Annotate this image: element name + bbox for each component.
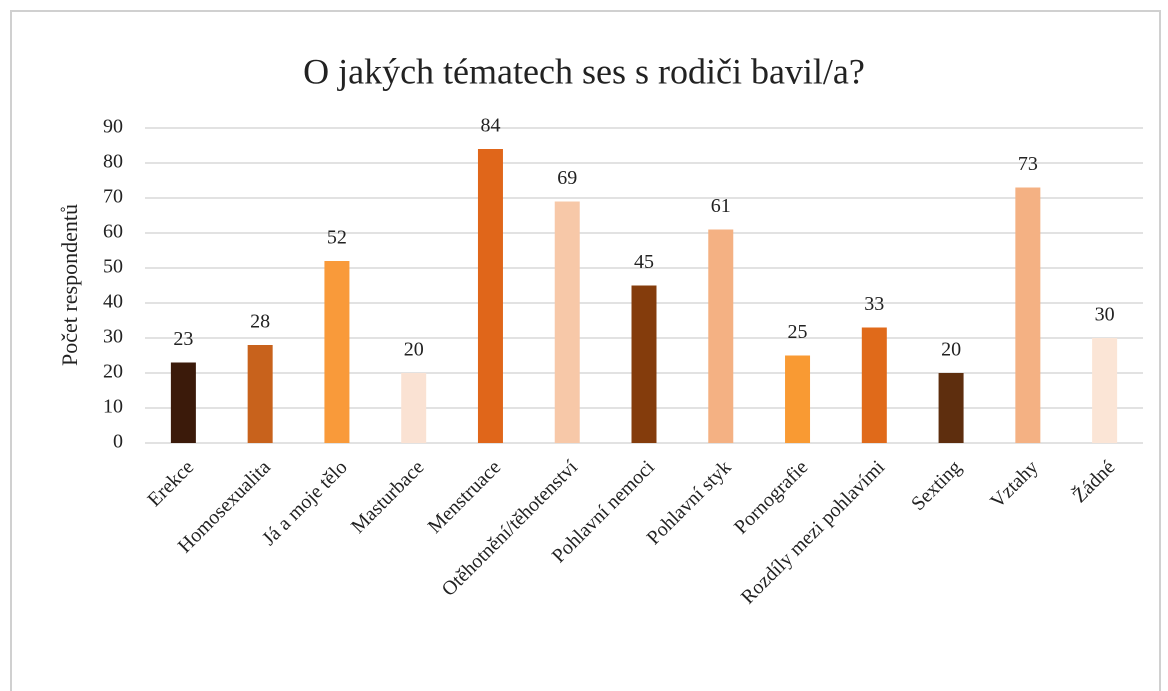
- data-label: 25: [788, 321, 808, 343]
- bar: [631, 285, 657, 443]
- data-label: 61: [711, 195, 731, 217]
- x-tick-label: Sexting: [907, 456, 966, 515]
- data-label: 20: [941, 339, 961, 361]
- bar: [861, 327, 887, 443]
- y-tick-label: 60: [103, 221, 123, 243]
- bar: [247, 345, 273, 443]
- y-tick-label: 80: [103, 151, 123, 173]
- x-tick-label: Rozdíly mezi pohlavími: [737, 456, 890, 609]
- chart-border: [10, 10, 1161, 691]
- bar: [324, 261, 350, 443]
- bar: [1015, 187, 1041, 443]
- bar: [785, 355, 811, 443]
- bar: [477, 149, 503, 443]
- bar: [1092, 338, 1118, 443]
- bar: [401, 373, 427, 443]
- y-tick-label: 10: [103, 396, 123, 418]
- y-tick-label: 50: [103, 256, 123, 278]
- x-tick-label: Otěhotnění/těhotenství: [438, 456, 583, 601]
- data-label: 45: [634, 251, 654, 273]
- y-tick-label: 30: [103, 326, 123, 348]
- data-label: 30: [1095, 304, 1115, 326]
- bar: [554, 201, 580, 443]
- y-tick-label: 70: [103, 186, 123, 208]
- x-tick-label: Erekce: [143, 456, 198, 511]
- data-label: 52: [327, 227, 347, 249]
- data-label: 84: [480, 115, 500, 137]
- y-tick-label: 0: [113, 431, 123, 453]
- data-label: 20: [404, 339, 424, 361]
- y-tick-label: 90: [103, 116, 123, 138]
- data-label: 23: [173, 328, 193, 350]
- x-tick-label: Žádné: [1068, 455, 1120, 507]
- x-tick-label: Menstruace: [424, 456, 506, 538]
- data-label: 28: [250, 311, 270, 333]
- x-tick-label: Pornografie: [730, 456, 812, 538]
- data-label: 33: [864, 293, 884, 315]
- y-tick-label: 20: [103, 361, 123, 383]
- chart-title: O jakých tématech ses s rodiči bavil/a?: [303, 51, 865, 91]
- bar: [170, 362, 196, 443]
- y-axis-label: Počet respondentů: [57, 204, 82, 366]
- x-tick-label: Vztahy: [986, 456, 1042, 512]
- bar: [938, 373, 964, 443]
- bar: [708, 229, 734, 443]
- y-tick-label: 40: [103, 291, 123, 313]
- x-tick-label: Masturbace: [347, 456, 429, 538]
- data-label: 73: [1018, 153, 1038, 175]
- data-label: 69: [557, 167, 577, 189]
